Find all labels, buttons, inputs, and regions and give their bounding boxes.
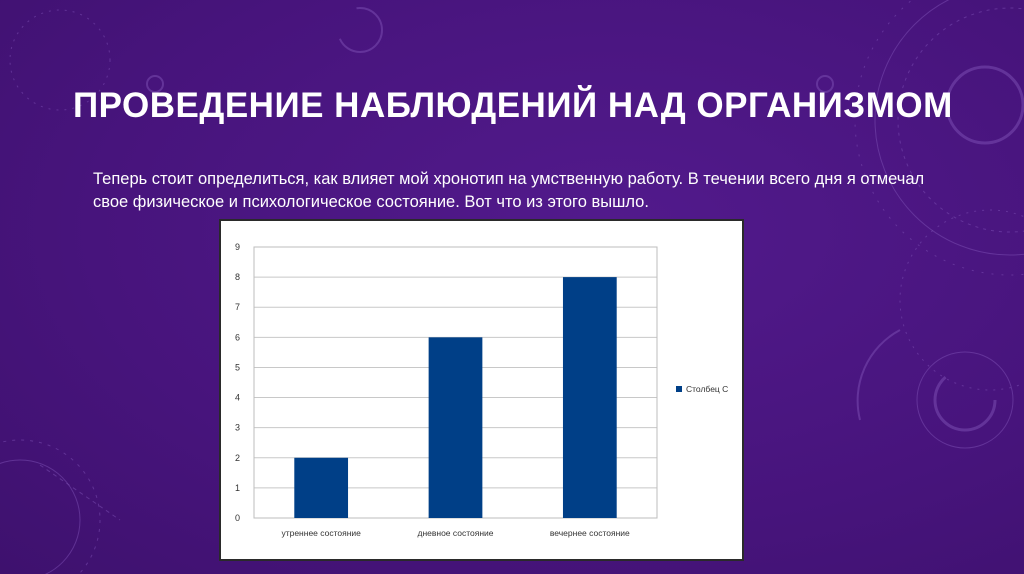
y-tick-label: 8: [235, 272, 240, 282]
x-tick-label: дневное состояние: [417, 528, 493, 538]
y-tick-label: 0: [235, 513, 240, 523]
slide-body-text: Теперь стоит определиться, как влияет мо…: [93, 170, 925, 211]
bar: [428, 337, 483, 518]
slide-title: ПРОВЕДЕНИЕ НАБЛЮДЕНИЙ НАД ОРГАНИЗМОМ: [73, 86, 953, 125]
y-tick-label: 6: [235, 332, 240, 342]
bar-chart: 0 1 2 3 4 5 6 7 8 9 утреннее состояние дневное сост…: [235, 242, 728, 538]
legend-label: Столбец С: [686, 384, 728, 394]
y-tick-label: 2: [235, 453, 240, 463]
y-tick-label: 5: [235, 362, 240, 372]
y-tick-label: 3: [235, 423, 240, 433]
legend-swatch: [676, 386, 682, 392]
y-tick-label: 1: [235, 483, 240, 493]
bar: [294, 457, 349, 518]
x-tick-label: вечернее состояние: [550, 528, 630, 538]
y-tick-label: 7: [235, 302, 240, 312]
x-tick-label: утреннее состояние: [281, 528, 361, 538]
y-tick-label: 9: [235, 242, 240, 252]
y-tick-label: 4: [235, 393, 240, 403]
chart-frame: 0 1 2 3 4 5 6 7 8 9 утреннее состояние дневное сост…: [219, 219, 744, 561]
bar: [562, 277, 617, 518]
